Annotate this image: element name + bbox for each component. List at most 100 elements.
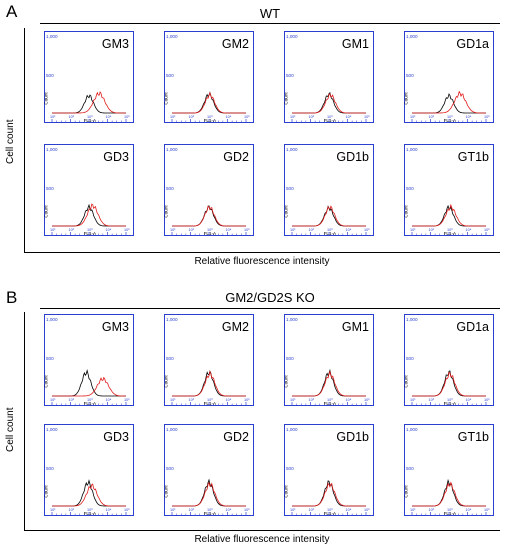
histogram-curve-black [172,205,246,227]
y-axis-label: Count [164,205,169,218]
y-tick-label: 1,000 [166,34,178,39]
x-tick-label: 10⁴ [466,115,472,119]
histogram-curve-red [292,482,366,507]
ganglioside-title: GM1 [342,320,369,334]
ganglioside-title: GD1b [336,430,369,444]
histogram-curve-red [412,372,486,397]
histogram-curve-red [292,205,366,227]
y-tick-label: 500 [166,186,174,191]
x-tick-label: 10² [429,508,435,512]
x-tick-label: 10³ [447,508,453,512]
histogram-curve-red [52,376,127,397]
y-tick-label: 1,000 [286,427,298,432]
x-tick-label: 10¹ [410,228,416,232]
histogram-a-gm2: 1,000 500 Count 10¹ 10² 10³ 10⁴ 10⁵ FL1-A GM2 [164,31,254,123]
x-tick-label: 10⁴ [346,508,352,512]
plot-frame [404,144,494,236]
ganglioside-title: GD1a [456,37,489,51]
x-axis-label: FL1-A [204,511,217,516]
y-tick-label: 1,000 [286,147,298,152]
x-tick-label: 10³ [327,115,333,119]
histogram-b-gm2: 1,000 500 Count 10¹ 10² 10³ 10⁴ 10⁵ FL1-A GM2 [164,314,254,406]
y-tick-label: 1,000 [46,34,58,39]
panel-letter-a: A [6,2,18,21]
x-tick-label: 10⁴ [226,228,232,232]
y-tick-label: 1,000 [406,427,418,432]
y-tick-label: 500 [166,356,174,361]
x-tick-label: 10¹ [170,398,176,402]
x-tick-label: 10¹ [290,398,296,402]
histogram-curve-black [412,204,486,227]
histogram-a-gt1b: 1,000 500 Count 10¹ 10² 10³ 10⁴ 10⁵ FL1-A GT1b [404,144,494,236]
y-axis-label: Count [44,92,49,105]
y-axis-label: Count [404,485,409,498]
x-tick-label: 10⁵ [484,508,490,512]
y-axis-label: Count [284,92,289,105]
y-axis-label: Count [44,205,49,218]
ganglioside-title: GD2 [223,150,249,164]
x-tick-label: 10³ [207,508,213,512]
y-tick-label: 1,000 [166,427,178,432]
x-tick-label: 10³ [207,115,213,119]
ganglioside-title: GT1b [458,430,489,444]
x-axis-label: FL1-A [444,231,457,236]
x-tick-label: 10² [69,228,75,232]
x-tick-label: 10¹ [50,508,56,512]
y-axis-label: Count [164,92,169,105]
histogram-b-gd1a: 1,000 500 Count 10¹ 10² 10³ 10⁴ 10⁵ FL1-A GD1a [404,314,494,406]
plot-frame [164,144,254,236]
x-tick-label: 10⁵ [484,228,490,232]
y-tick-label: 500 [166,466,174,471]
x-tick-label: 10¹ [290,228,296,232]
y-axis-label: Count [284,485,289,498]
x-tick-label: 10³ [447,115,453,119]
x-tick-label: 10¹ [290,508,296,512]
x-tick-label: 10¹ [50,115,56,119]
y-tick-label: 1,000 [46,427,58,432]
plot-frame [44,144,134,236]
plot-frame [284,314,374,406]
histogram-curve-black [412,478,486,507]
plot-frame [164,314,254,406]
x-tick-label: 10⁴ [226,115,232,119]
x-tick-label: 10³ [87,508,93,512]
histogram-curve-red [412,203,486,227]
x-axis-label: FL1-A [444,511,457,516]
y-axis-label-a: Cell count [5,119,16,164]
histogram-curve-black [52,479,126,507]
y-tick-label: 500 [286,73,294,78]
histogram-curve-red [172,370,246,397]
title-rule-b [40,308,500,309]
y-axis-line-b [24,312,25,530]
x-tick-label: 10⁵ [244,398,250,402]
ganglioside-title: GT1b [458,150,489,164]
x-axis-line-a [24,252,500,253]
x-tick-label: 10² [69,508,75,512]
x-tick-label: 10⁴ [106,398,112,402]
histogram-curve-red [172,205,246,227]
x-tick-label: 10² [189,115,195,119]
x-tick-label: 10¹ [170,228,176,232]
x-tick-label: 10¹ [50,228,56,232]
y-tick-label: 1,000 [406,34,418,39]
y-axis-label: Count [164,485,169,498]
group-title-wt: WT [259,6,281,21]
y-axis-label: Count [44,485,49,498]
histogram-b-gm1: 1,000 500 Count 10¹ 10² 10³ 10⁴ 10⁵ FL1-A GM1 [284,314,374,406]
x-tick-label: 10⁵ [364,115,370,119]
histogram-curve-black [52,369,126,397]
y-axis-line-a [24,28,25,252]
y-axis-label: Count [284,205,289,218]
x-tick-label: 10³ [447,398,453,402]
x-axis-line-b [24,530,500,531]
x-tick-label: 10⁵ [244,508,250,512]
y-tick-label: 1,000 [406,147,418,152]
x-tick-label: 10⁴ [466,228,472,232]
x-axis-label: FL1-A [444,118,457,123]
ganglioside-title: GM3 [102,320,129,334]
histogram-a-gd1a: 1,000 500 Count 10¹ 10² 10³ 10⁴ 10⁵ FL1-A GD1a [404,31,494,123]
x-tick-label: 10⁴ [466,398,472,402]
plot-frame [44,424,134,516]
x-tick-label: 10⁴ [346,398,352,402]
plot-frame [404,314,494,406]
